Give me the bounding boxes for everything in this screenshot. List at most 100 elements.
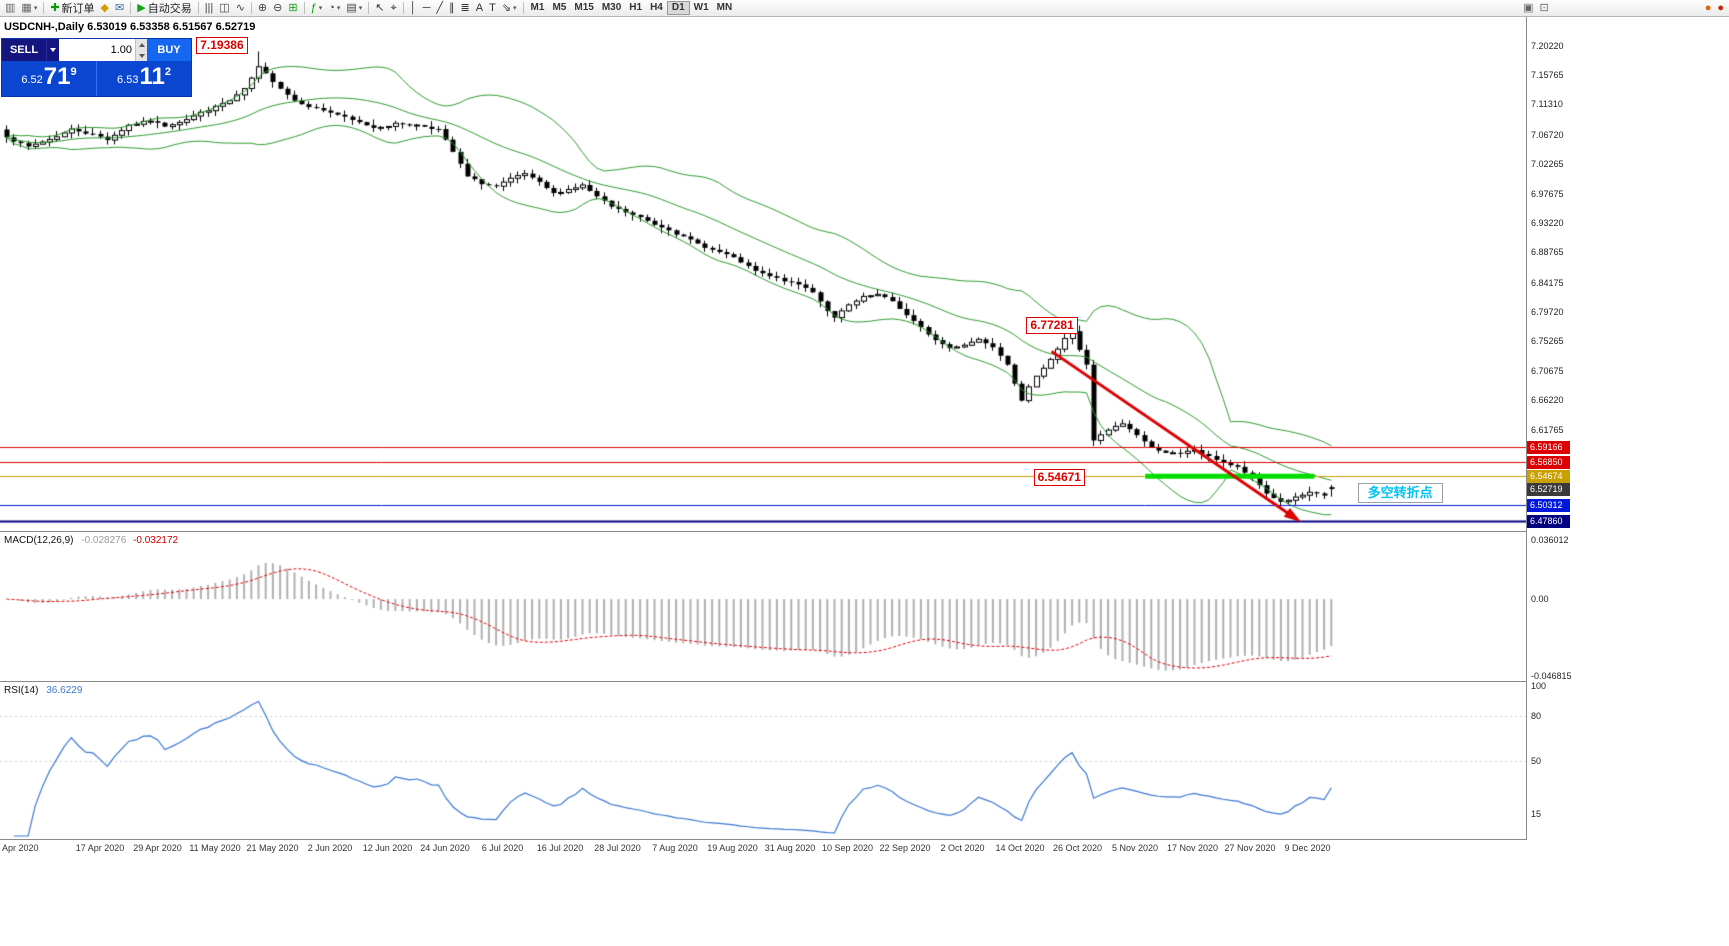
caret-down-icon: ▾ bbox=[358, 5, 363, 12]
timeframe-button-d1[interactable]: D1 bbox=[666, 1, 690, 15]
mail-icon: ✉ bbox=[115, 1, 125, 14]
market-button[interactable]: ✉ bbox=[112, 1, 127, 16]
panel-separator[interactable] bbox=[0, 531, 1569, 532]
date-label: 2 Jun 2020 bbox=[307, 843, 353, 853]
autotrading-play-icon: ▶ bbox=[137, 1, 146, 14]
cursor-arrow-icon: ↖ bbox=[375, 1, 385, 14]
price-note-high[interactable]: 7.19386 bbox=[196, 36, 248, 54]
price-tick: 7.11310 bbox=[1531, 99, 1563, 110]
bar-chart-icon: ||| bbox=[204, 1, 214, 14]
metaeditor-icon: ◆ bbox=[100, 1, 110, 14]
volume-input[interactable] bbox=[59, 44, 135, 56]
price-tick: 6.88765 bbox=[1531, 247, 1564, 258]
text-button[interactable]: A bbox=[473, 1, 486, 16]
metaeditor-button[interactable]: ◆ bbox=[98, 1, 112, 16]
docking-button[interactable]: ⊡ bbox=[1536, 1, 1551, 16]
indicators-icon: ƒ bbox=[310, 1, 317, 14]
volume-down-button[interactable] bbox=[136, 50, 147, 61]
main-chart-canvas[interactable] bbox=[0, 17, 1526, 531]
templates-icon: ▤ bbox=[346, 1, 357, 14]
periods-button[interactable]: ◔ ▾ bbox=[325, 1, 343, 16]
profiles-button[interactable]: ▦ ▾ bbox=[18, 1, 40, 16]
price-tick: 7.02265 bbox=[1531, 158, 1564, 169]
turning-point-note[interactable]: 多空转折点 bbox=[1357, 482, 1443, 503]
timeframe-button-w1[interactable]: W1 bbox=[693, 2, 709, 13]
symbol-period-label: USDCNH-,Daily bbox=[4, 21, 85, 33]
date-label: 14 Oct 2020 bbox=[995, 843, 1045, 853]
timeframe-button-h4[interactable]: H4 bbox=[650, 2, 663, 13]
order-options-caret[interactable] bbox=[46, 39, 59, 61]
price-note-support[interactable]: 6.54671 bbox=[1033, 468, 1085, 486]
autotrading-button-label: 自动交易 bbox=[147, 3, 192, 15]
autotrading-button[interactable]: ▶ 自动交易 bbox=[134, 1, 194, 16]
zoom-out-button[interactable]: ⊖ bbox=[270, 1, 285, 16]
rsi-name: RSI(14) bbox=[4, 685, 39, 696]
timeframe-button-m5[interactable]: M5 bbox=[552, 2, 567, 13]
new-order-button-label: 新订单 bbox=[61, 3, 95, 15]
toolbar-separator bbox=[43, 2, 45, 14]
channel-icon: ∥ bbox=[449, 1, 455, 14]
chart-line-button[interactable]: ∿ bbox=[233, 1, 248, 16]
channel-button[interactable]: ∥ bbox=[446, 1, 458, 16]
new-chart-button[interactable]: ▥ bbox=[2, 1, 18, 16]
sell-price-big: 71 bbox=[43, 63, 71, 90]
crosshair-icon: ⌖ bbox=[390, 1, 397, 14]
price-scale[interactable]: 7.20220 7.15765 7.11310 7.06720 7.02265 6.976… bbox=[1526, 17, 1572, 840]
timeframe-button-h1[interactable]: H1 bbox=[629, 2, 643, 13]
buy-price-sup: 2 bbox=[164, 66, 171, 78]
buy-price-prefix: 6.53 bbox=[117, 74, 139, 86]
macd-panel-canvas[interactable] bbox=[0, 532, 1526, 681]
fibonacci-button[interactable]: ≣ bbox=[458, 1, 473, 16]
chart-title: USDCNH-,Daily 6.53019 6.53358 6.51567 6.… bbox=[4, 21, 255, 33]
horizontal-line-button[interactable]: ─ bbox=[420, 1, 434, 16]
timeframe-button-mn[interactable]: MN bbox=[716, 2, 733, 13]
buy-price-big: 11 bbox=[139, 63, 165, 90]
templates-button[interactable]: ▤ ▾ bbox=[343, 1, 365, 16]
price-tick: 7.06720 bbox=[1531, 129, 1564, 140]
date-label: 31 Aug 2020 bbox=[764, 843, 816, 853]
macd-scale-value: -0.046815 bbox=[1531, 671, 1572, 681]
window-list-button[interactable]: ▣ bbox=[1520, 1, 1536, 16]
date-label: 7 Aug 2020 bbox=[652, 843, 698, 853]
chart-candles-button[interactable]: ◫ bbox=[216, 1, 232, 16]
alert-dot-icon: ● bbox=[1704, 1, 1712, 14]
notification-button[interactable]: ● bbox=[1714, 1, 1727, 16]
buy-button[interactable]: BUY bbox=[147, 39, 191, 61]
crosshair-button[interactable]: ⌖ bbox=[388, 1, 400, 16]
fibonacci-icon: ≣ bbox=[460, 1, 470, 14]
sell-button[interactable]: SELL bbox=[2, 39, 46, 61]
volume-up-button[interactable] bbox=[136, 39, 147, 50]
arrows-button[interactable]: ⇘ ▾ bbox=[499, 1, 520, 16]
sell-price-prefix: 6.52 bbox=[21, 74, 43, 86]
rsi-panel-canvas[interactable] bbox=[0, 682, 1526, 839]
timeframe-button-m30[interactable]: M30 bbox=[601, 2, 622, 13]
price-label: 6.56850 bbox=[1527, 455, 1570, 469]
timeframe-button-m15[interactable]: M15 bbox=[574, 2, 594, 13]
new-order-button[interactable]: ✚ 新订单 bbox=[47, 1, 97, 16]
price-tick: 6.61765 bbox=[1531, 424, 1564, 435]
macd-main-value: -0.028276 bbox=[81, 535, 127, 546]
zoom-in-button[interactable]: ⊕ bbox=[255, 1, 270, 16]
timeframe-button-m1[interactable]: M1 bbox=[530, 2, 545, 13]
toolbar-separator bbox=[197, 2, 199, 14]
date-label: Apr 2020 bbox=[2, 843, 39, 853]
indicators-button[interactable]: ƒ ▾ bbox=[308, 1, 326, 16]
sell-price-display[interactable]: 6.52 71 9 bbox=[2, 61, 97, 96]
macd-name: MACD(12,26,9) bbox=[4, 535, 74, 546]
vertical-line-button[interactable]: │ bbox=[407, 1, 420, 16]
price-label: 6.52719 bbox=[1527, 483, 1570, 497]
buy-price-display[interactable]: 6.53 11 2 bbox=[97, 61, 191, 96]
price-note-swing-high[interactable]: 6.77281 bbox=[1026, 316, 1078, 334]
trendline-button[interactable]: ╱ bbox=[433, 1, 446, 16]
label-button[interactable]: T bbox=[486, 1, 499, 16]
panel-separator[interactable] bbox=[0, 839, 1569, 840]
price-label: 6.59166 bbox=[1527, 440, 1570, 454]
volume-stepper bbox=[135, 39, 147, 61]
panel-separator[interactable] bbox=[0, 681, 1569, 682]
time-scale[interactable]: Apr 2020 17 Apr 2020 29 Apr 2020 11 May 202… bbox=[0, 840, 1526, 857]
alert-button[interactable]: ● bbox=[1702, 1, 1715, 16]
cursor-button[interactable]: ↖ bbox=[372, 1, 387, 16]
candlestick-icon: ◫ bbox=[219, 1, 230, 14]
tile-windows-button[interactable]: ⊞ bbox=[285, 1, 300, 16]
chart-bars-button[interactable]: ||| bbox=[202, 1, 217, 16]
